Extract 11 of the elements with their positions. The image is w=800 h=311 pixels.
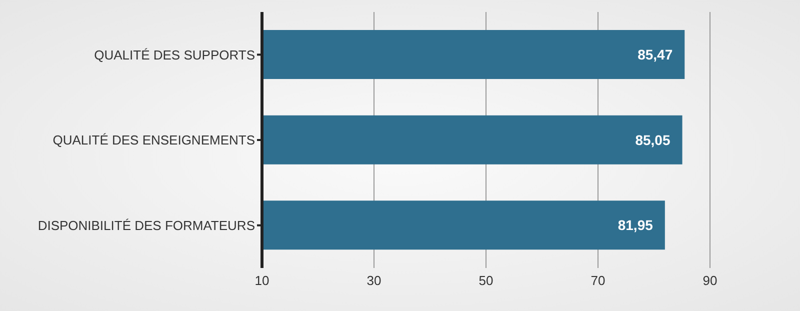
data-label: 81,95 <box>618 217 654 234</box>
x-tick-label: 10 <box>254 273 270 288</box>
data-label: 85,47 <box>638 46 673 62</box>
y-tick-label: DISPONIBILITÉ DES FORMATEURS <box>38 218 256 233</box>
data-label: 85,05 <box>635 132 670 148</box>
y-tick-label: QUALITÉ DES SUPPORTS <box>94 47 256 62</box>
x-tick-label: 90 <box>702 273 718 288</box>
x-tick-label: 70 <box>590 273 606 288</box>
y-tick-label: QUALITÉ DES ENSEIGNEMENTS <box>52 132 256 148</box>
x-tick-label: 50 <box>478 273 494 288</box>
x-tick-label: 30 <box>366 273 382 288</box>
